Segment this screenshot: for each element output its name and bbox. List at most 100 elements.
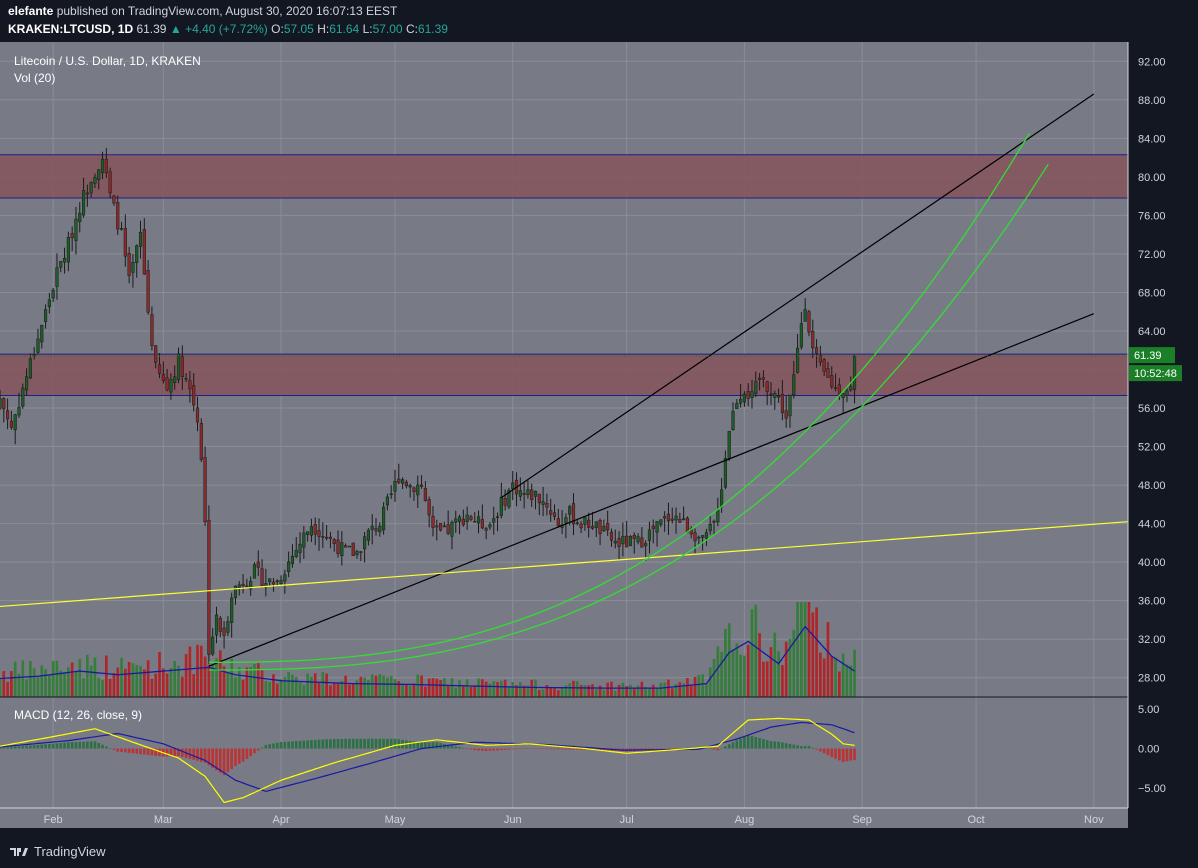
macd-tick-label: 5.00 xyxy=(1138,704,1159,716)
macd-histogram-bar xyxy=(530,748,534,750)
macd-histogram-bar xyxy=(545,748,549,750)
parabolic-curve[interactable] xyxy=(208,133,1030,663)
volume-bar xyxy=(553,687,556,697)
trend-line[interactable] xyxy=(208,313,1095,667)
candle-body xyxy=(438,523,443,531)
candle-body xyxy=(602,526,606,532)
macd-histogram-bar xyxy=(735,740,739,749)
macd-histogram-bar xyxy=(462,747,465,749)
candle-body xyxy=(36,338,40,353)
macd-histogram-bar xyxy=(211,748,215,768)
trend-line[interactable] xyxy=(500,93,1095,499)
volume-bar xyxy=(674,684,678,697)
candle-body xyxy=(833,387,838,389)
candle-body xyxy=(518,490,522,497)
volume-bar xyxy=(74,671,78,697)
volume-bar xyxy=(25,679,28,697)
candle-body xyxy=(226,621,230,633)
macd-tick-label: 0.00 xyxy=(1138,744,1159,756)
macd-histogram-bar xyxy=(424,742,427,749)
published-text: published on TradingView.com, August 30,… xyxy=(56,4,398,18)
volume-bar xyxy=(135,665,139,697)
candle-body xyxy=(401,479,405,484)
candle-body xyxy=(746,391,750,399)
macd-histogram-bar xyxy=(142,748,146,755)
volume-bar xyxy=(192,674,196,697)
volume-bar xyxy=(686,678,689,697)
volume-bar xyxy=(424,686,427,697)
candle-body xyxy=(533,490,538,497)
volume-bar xyxy=(264,681,268,697)
candle-body xyxy=(461,518,465,526)
x-tick-label: Jun xyxy=(504,814,522,826)
macd-histogram-bar xyxy=(784,743,788,749)
macd-histogram-bar xyxy=(237,748,241,764)
macd-histogram-bar xyxy=(131,748,135,754)
candle-body xyxy=(511,482,515,490)
author-name[interactable]: elefante xyxy=(8,4,54,18)
volume-bar xyxy=(78,658,82,697)
volume-bar xyxy=(234,677,237,697)
candle-body xyxy=(488,524,492,528)
volume-bar xyxy=(226,672,230,697)
volume-bar xyxy=(188,646,192,697)
macd-histogram-bar xyxy=(294,741,298,749)
volume-bar xyxy=(667,679,670,697)
volume-bar xyxy=(120,657,123,697)
y-tick-label: 48.00 xyxy=(1138,480,1166,492)
macd-histogram-bar xyxy=(727,744,731,749)
volume-bar xyxy=(716,646,720,697)
volume-bar xyxy=(682,683,685,697)
candle-body xyxy=(457,516,462,522)
candle-body xyxy=(180,356,184,377)
tradingview-logo[interactable]: TradingView xyxy=(10,844,106,859)
macd-histogram-bar xyxy=(560,748,564,750)
candle-body xyxy=(150,314,154,346)
macd-histogram-bar xyxy=(537,748,541,750)
candle-body xyxy=(325,536,329,539)
drawn-lines[interactable] xyxy=(0,93,1129,671)
volume-bar xyxy=(777,651,780,697)
macd-histogram-bar xyxy=(705,748,708,749)
macd-histogram-bar xyxy=(169,748,173,757)
macd-histogram-bar xyxy=(253,748,256,754)
volume-bar xyxy=(382,675,385,697)
candle-body xyxy=(302,532,306,548)
candle-body xyxy=(579,523,583,529)
volume-bar xyxy=(773,632,777,697)
macd-histogram-bar xyxy=(682,748,685,749)
candle-body xyxy=(537,493,541,504)
macd-histogram-bar xyxy=(822,748,826,754)
candle-body xyxy=(731,411,735,430)
volume-bar xyxy=(218,650,222,697)
macd-histogram-bar xyxy=(177,748,180,756)
macd-histogram-bar xyxy=(298,740,302,749)
volume-bar xyxy=(625,686,628,697)
candle-body xyxy=(393,480,397,492)
volume-bar xyxy=(534,679,537,697)
candle-body xyxy=(363,536,367,550)
candle-body xyxy=(218,617,222,632)
y-tick-label: 80.00 xyxy=(1138,172,1166,184)
candle-body xyxy=(773,393,777,398)
volume-bar xyxy=(655,688,659,697)
candle-body xyxy=(484,528,488,531)
parabolic-curve[interactable] xyxy=(208,163,1049,671)
macd-histogram-bar xyxy=(367,738,370,749)
support-line[interactable] xyxy=(0,521,1129,608)
candle-body xyxy=(138,232,143,247)
candle-body xyxy=(336,539,340,554)
price-chart[interactable]: 92.00 88.00 84.00 80.00 76.00 72.00 68.00 64.00… xyxy=(0,42,1198,836)
candle-body xyxy=(632,534,636,539)
candle-body xyxy=(347,545,351,548)
macd-histogram-bar xyxy=(207,748,211,766)
volume-bar xyxy=(173,660,177,697)
symbol-label[interactable]: KRAKEN:LTCUSD, 1D xyxy=(8,22,134,36)
macd-histogram-bar xyxy=(845,748,849,762)
macd-histogram-bar xyxy=(17,746,21,749)
macd-histogram-bar xyxy=(97,742,101,749)
macd-histogram-bar xyxy=(458,747,461,749)
volume-bar xyxy=(792,629,796,697)
volume-bar xyxy=(397,681,401,697)
volume-bar xyxy=(518,682,522,697)
